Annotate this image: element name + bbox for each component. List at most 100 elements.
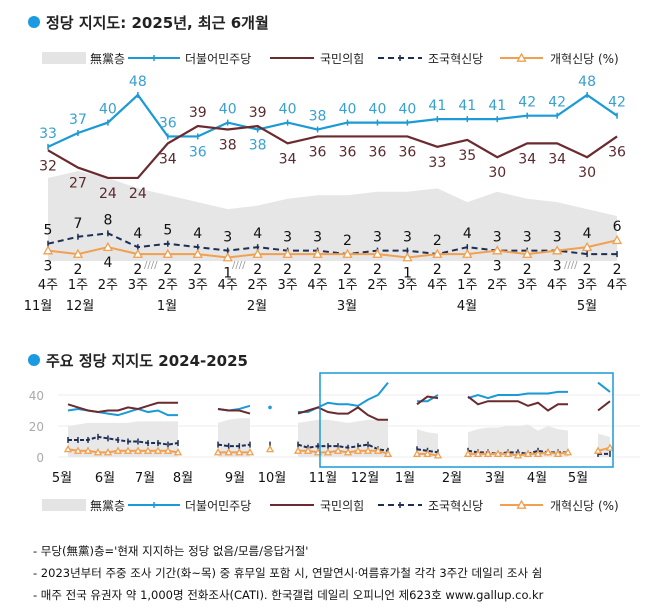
data-point [432,248,443,258]
data-label: 5 [163,223,172,239]
data-point [42,245,54,255]
data-point [462,248,473,258]
data-point [463,449,473,457]
x-tick-label: 3주 [128,278,148,293]
data-label: 2 [283,262,292,278]
data-point [581,241,593,252]
data-label: 4 [193,226,202,242]
data-label: 4 [253,226,262,242]
data-label: 36 [339,144,357,160]
legend-label: 더불어민주당 [185,499,251,513]
data-point [543,448,553,456]
data-label: 3 [493,230,502,246]
data-label: 39 [189,105,207,121]
data-point [103,448,113,456]
x-tick-label: 3주 [517,278,537,293]
data-label: 34 [279,151,297,167]
data-point [235,448,244,456]
data-label: 2 [433,262,442,278]
data-point [552,245,563,255]
month-label: 10월 [258,471,287,486]
data-point [373,446,383,454]
data-label: 2 [463,262,472,278]
data-label: 1 [223,266,232,282]
title-bullet-icon [28,16,40,28]
data-label: 3 [44,259,53,275]
data-label: 40 [339,102,357,118]
data-label: 3 [313,230,322,246]
data-point [523,449,533,457]
data-point [333,446,343,454]
series-line-국민의힘 [416,395,439,406]
month-label: 1월 [395,471,415,486]
data-point [611,234,623,245]
series-line-국민의힘 [47,124,618,180]
data-label: 4 [133,226,142,242]
data-label: 3 [373,230,382,246]
data-label: 38 [309,109,327,125]
data-label: 40 [369,102,387,118]
month-label: 12월 [351,471,380,486]
note-2: - 2023년부터 주중 조사 기간(화~목) 중 휴무일 포함 시, 연말연시… [33,566,543,580]
data-label: 1 [403,266,412,282]
data-label: 34 [548,151,566,167]
data-label: 3 [553,259,562,275]
month-label: 9월 [225,471,245,486]
x-tick-label: 4주 [307,278,327,293]
data-label: 8 [103,212,112,228]
data-label: 2 [73,262,82,278]
data-label: 42 [608,95,626,111]
x-tick-label: 2주 [487,278,507,293]
data-point [153,446,163,454]
data-label: 48 [129,74,147,90]
legend-label: 국민의힘 [320,52,364,66]
data-label: 32 [39,158,57,174]
series-line-국민의힘 [217,407,251,415]
data-label: 40 [279,102,297,118]
month-label: 12월 [66,299,95,314]
series-line-조국혁신당 [297,443,389,452]
chart2-title: 주요 정당 지지도 2024-2025 [46,352,248,370]
month-label: 4월 [527,471,547,486]
x-tick-label: 4주 [607,278,627,293]
data-point [83,446,93,454]
data-label: 4 [583,226,592,242]
data-point [433,451,443,459]
data-label: 3 [223,230,232,246]
series-line-국민의힘 [67,401,178,414]
data-point [163,446,173,454]
independent-area [48,171,618,261]
data-label: 34 [518,151,536,167]
data-point [268,405,272,410]
series-line-조국혁신당 [47,232,618,256]
data-label: 4 [463,226,472,242]
charts: 無黨층 더불어민주당 국민의힘 조국혁신당 개혁신당 (%)////////////33… [24,51,640,513]
legend-label: 조국혁신당 [428,499,483,513]
month-label: 1월 [157,299,177,314]
month-label: 4월 [457,299,477,314]
data-label: 40 [398,102,416,118]
data-label: 4 [103,255,112,271]
month-label: 6월 [95,471,115,486]
data-label: 36 [369,144,387,160]
break-mark: //// [232,260,246,271]
data-point [412,449,422,457]
data-point [503,449,513,457]
data-point [323,448,333,456]
data-point [563,448,573,456]
y-tick-label: 40 [29,389,44,403]
data-label: 7 [73,216,82,232]
x-tick-label: 1주 [337,278,357,293]
data-label: 30 [578,165,596,181]
x-tick-label: 1주 [68,278,88,293]
data-label: 2 [343,233,352,249]
series-line-조국혁신당 [416,448,439,454]
data-label: 2 [523,262,532,278]
data-label: 3 [523,230,532,246]
month-label: 3월 [485,471,505,486]
data-label: 2 [133,262,142,278]
data-point [123,446,133,454]
data-label: 38 [219,138,237,154]
data-point [133,446,143,454]
x-tick-label: 2주 [367,278,387,293]
